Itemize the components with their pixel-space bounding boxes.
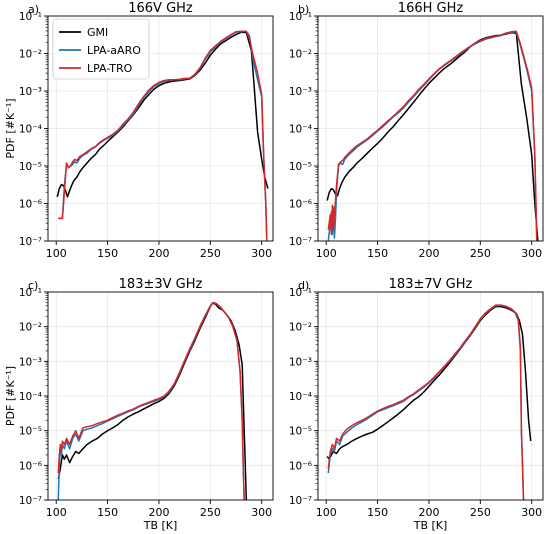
- y-tick-label: 10⁻⁵: [19, 426, 42, 438]
- legend-label: GMI: [87, 26, 108, 39]
- x-tick-label: 100: [316, 506, 337, 519]
- y-tick-label: 10⁻³: [289, 86, 312, 98]
- y-tick-label: 10⁻³: [19, 356, 42, 368]
- y-tick-label: 10⁻²: [19, 49, 42, 61]
- y-tick-label: 10⁻¹: [19, 287, 42, 299]
- y-tick-label: 10⁻¹: [289, 11, 312, 23]
- panel-label: a): [28, 3, 39, 16]
- y-tick-label: 10⁻⁶: [19, 460, 42, 472]
- x-tick-label: 300: [251, 506, 272, 519]
- y-tick-label: 10⁻¹: [289, 287, 312, 299]
- panel-title: 166H GHz: [398, 1, 464, 16]
- panel-label: c): [28, 279, 38, 292]
- x-tick-label: 200: [148, 506, 169, 519]
- y-tick-label: 10⁻⁶: [289, 460, 312, 472]
- x-tick-label: 150: [367, 247, 388, 260]
- legend: GMI LPA-aARO LPA-TRO: [52, 18, 150, 80]
- x-tick-label: 100: [46, 506, 67, 519]
- y-axis-label: PDF [#K⁻¹]: [4, 98, 17, 158]
- panel-b: 100 150 200 250 300 10⁻⁷ 10⁻⁶ 10⁻⁵ 10⁻⁴ 10⁻³ 10⁻² 1…: [289, 1, 544, 260]
- y-tick-label: 10⁻²: [289, 322, 312, 334]
- y-tick-label: 10⁻⁴: [289, 391, 312, 403]
- y-tick-label: 10⁻⁴: [289, 124, 312, 136]
- legend-label: LPA-TRO: [87, 62, 133, 75]
- panel-c: 100 150 200 250 300 10⁻⁷ 10⁻⁶ 10⁻⁵ 10⁻⁴ 10⁻³ 10⁻² 1…: [4, 277, 274, 532]
- y-axis-label: PDF [#K⁻¹]: [4, 366, 17, 426]
- y-tick-label: 10⁻²: [289, 49, 312, 61]
- x-tick-label: 250: [470, 247, 491, 260]
- x-tick-label: 200: [418, 247, 439, 260]
- panel-d: 100 150 200 250 300 10⁻⁷ 10⁻⁶ 10⁻⁵ 10⁻⁴ 10⁻³ 10⁻² 1…: [289, 277, 544, 532]
- x-tick-label: 300: [521, 247, 542, 260]
- x-tick-label: 150: [367, 506, 388, 519]
- y-tick-label: 10⁻³: [19, 86, 42, 98]
- x-tick-label: 250: [470, 506, 491, 519]
- x-axis-label: TB [K]: [143, 519, 178, 532]
- panel-label: d): [298, 279, 309, 292]
- x-tick-label: 250: [200, 247, 221, 260]
- series-line-lpa-tro: [327, 304, 525, 500]
- x-tick-label: 150: [97, 506, 118, 519]
- panel-a: 100 150 200 250 300 10⁻⁷ 10⁻⁶ 10⁻⁵ 10⁻⁴ 10⁻³ 10⁻² 1…: [4, 1, 274, 260]
- series-line-gmi: [56, 31, 269, 198]
- x-tick-label: 150: [97, 247, 118, 260]
- legend-label: LPA-aARO: [87, 44, 141, 57]
- panel-title: 183±3V GHz: [119, 277, 203, 292]
- y-tick-label: 10⁻⁷: [19, 495, 42, 507]
- y-tick-label: 10⁻²: [19, 322, 42, 334]
- x-tick-label: 300: [521, 506, 542, 519]
- series-line-lpa-tro: [327, 30, 538, 241]
- panel-label: b): [298, 3, 309, 16]
- y-tick-label: 10⁻⁶: [19, 199, 42, 211]
- x-tick-label: 200: [148, 247, 169, 260]
- y-tick-label: 10⁻⁷: [289, 236, 312, 248]
- y-tick-label: 10⁻⁴: [19, 391, 42, 403]
- series-line-gmi: [326, 305, 532, 460]
- y-tick-label: 10⁻⁴: [19, 124, 42, 136]
- y-tick-label: 10⁻³: [289, 356, 312, 368]
- y-tick-label: 10⁻⁷: [289, 495, 312, 507]
- legend-box: [52, 18, 150, 80]
- y-tick-label: 10⁻⁶: [289, 199, 312, 211]
- y-tick-label: 10⁻⁵: [289, 426, 312, 438]
- y-tick-label: 10⁻¹: [19, 11, 42, 23]
- series-line-lpa-tro: [58, 30, 268, 241]
- y-tick-label: 10⁻⁵: [289, 161, 312, 173]
- x-tick-label: 300: [251, 247, 272, 260]
- panel-title: 183±7V GHz: [389, 277, 473, 292]
- panel-title: 166V GHz: [128, 1, 193, 16]
- y-tick-label: 10⁻⁵: [19, 161, 42, 173]
- y-tick-label: 10⁻⁷: [19, 236, 42, 248]
- x-tick-label: 100: [46, 247, 67, 260]
- x-tick-label: 200: [418, 506, 439, 519]
- x-axis-label: TB [K]: [413, 519, 448, 532]
- series-line-lpa-tro: [57, 301, 245, 500]
- x-tick-label: 100: [316, 247, 337, 260]
- x-tick-label: 250: [200, 506, 221, 519]
